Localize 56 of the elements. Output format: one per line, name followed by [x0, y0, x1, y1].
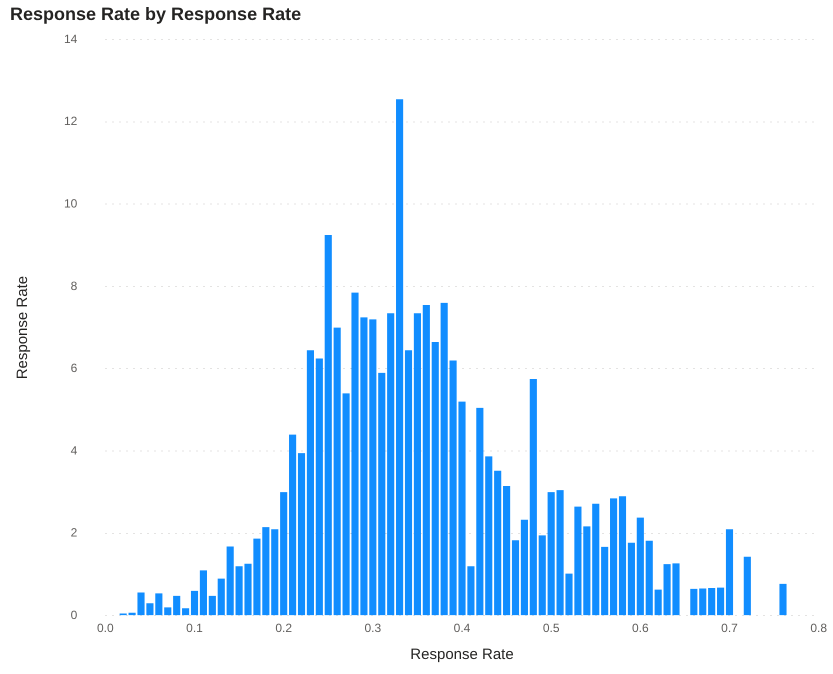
bar: [556, 490, 564, 616]
bar: [289, 434, 296, 616]
bar: [565, 574, 573, 616]
bar: [244, 564, 252, 616]
x-axis-title: Response Rate: [410, 646, 514, 664]
bar: [574, 506, 582, 616]
chart-title: Response Rate by Response Rate: [10, 4, 302, 24]
y-tick-label: 6: [70, 361, 78, 376]
x-tick-label: 0.6: [632, 621, 649, 636]
y-tick-label: 2: [70, 526, 78, 540]
bar: [520, 520, 528, 616]
bar: [182, 608, 190, 616]
y-tick-label: 8: [70, 278, 78, 293]
bar: [610, 498, 618, 616]
x-tick-label: 0.0: [97, 621, 114, 636]
y-tick-label: 10: [64, 196, 78, 210]
bar: [458, 402, 466, 616]
bar: [503, 486, 510, 616]
x-tick-label: 0.3: [364, 621, 382, 636]
bar: [404, 350, 412, 616]
x-tick-label: 0.7: [721, 621, 738, 636]
bar: [253, 538, 260, 616]
bar: [717, 588, 724, 616]
bar: [200, 570, 207, 616]
x-tick-label: 0.8: [810, 621, 828, 636]
bar: [512, 540, 520, 616]
bar: [779, 584, 787, 616]
y-axis-title: Response Rate: [14, 276, 32, 380]
bar: [351, 292, 359, 616]
x-tick-label: 0.5: [542, 621, 560, 636]
x-tick-label: 0.4: [454, 621, 471, 636]
bar: [664, 564, 671, 616]
bar: [726, 529, 734, 616]
bar: [298, 453, 306, 616]
y-tick-label: 14: [64, 32, 78, 46]
bar: [628, 542, 635, 616]
bar: [672, 563, 680, 616]
bar: [467, 566, 474, 616]
y-tick-label: 0: [70, 608, 78, 622]
y-tick-label: 12: [64, 114, 78, 128]
bar: [128, 612, 136, 616]
bar: [146, 603, 154, 616]
bar: [360, 317, 368, 616]
bar: [342, 393, 350, 616]
bar: [137, 592, 145, 616]
bar: [236, 566, 243, 616]
bar: [414, 313, 421, 616]
bar: [744, 556, 751, 616]
bar: [618, 496, 626, 616]
x-tick-label: 0.2: [275, 621, 292, 636]
bar: [190, 590, 198, 616]
x-tick-label: 0.1: [186, 621, 204, 636]
y-tick-label: 4: [70, 443, 78, 458]
bar: [396, 99, 404, 616]
bar: [306, 350, 314, 616]
bar: [450, 360, 457, 616]
